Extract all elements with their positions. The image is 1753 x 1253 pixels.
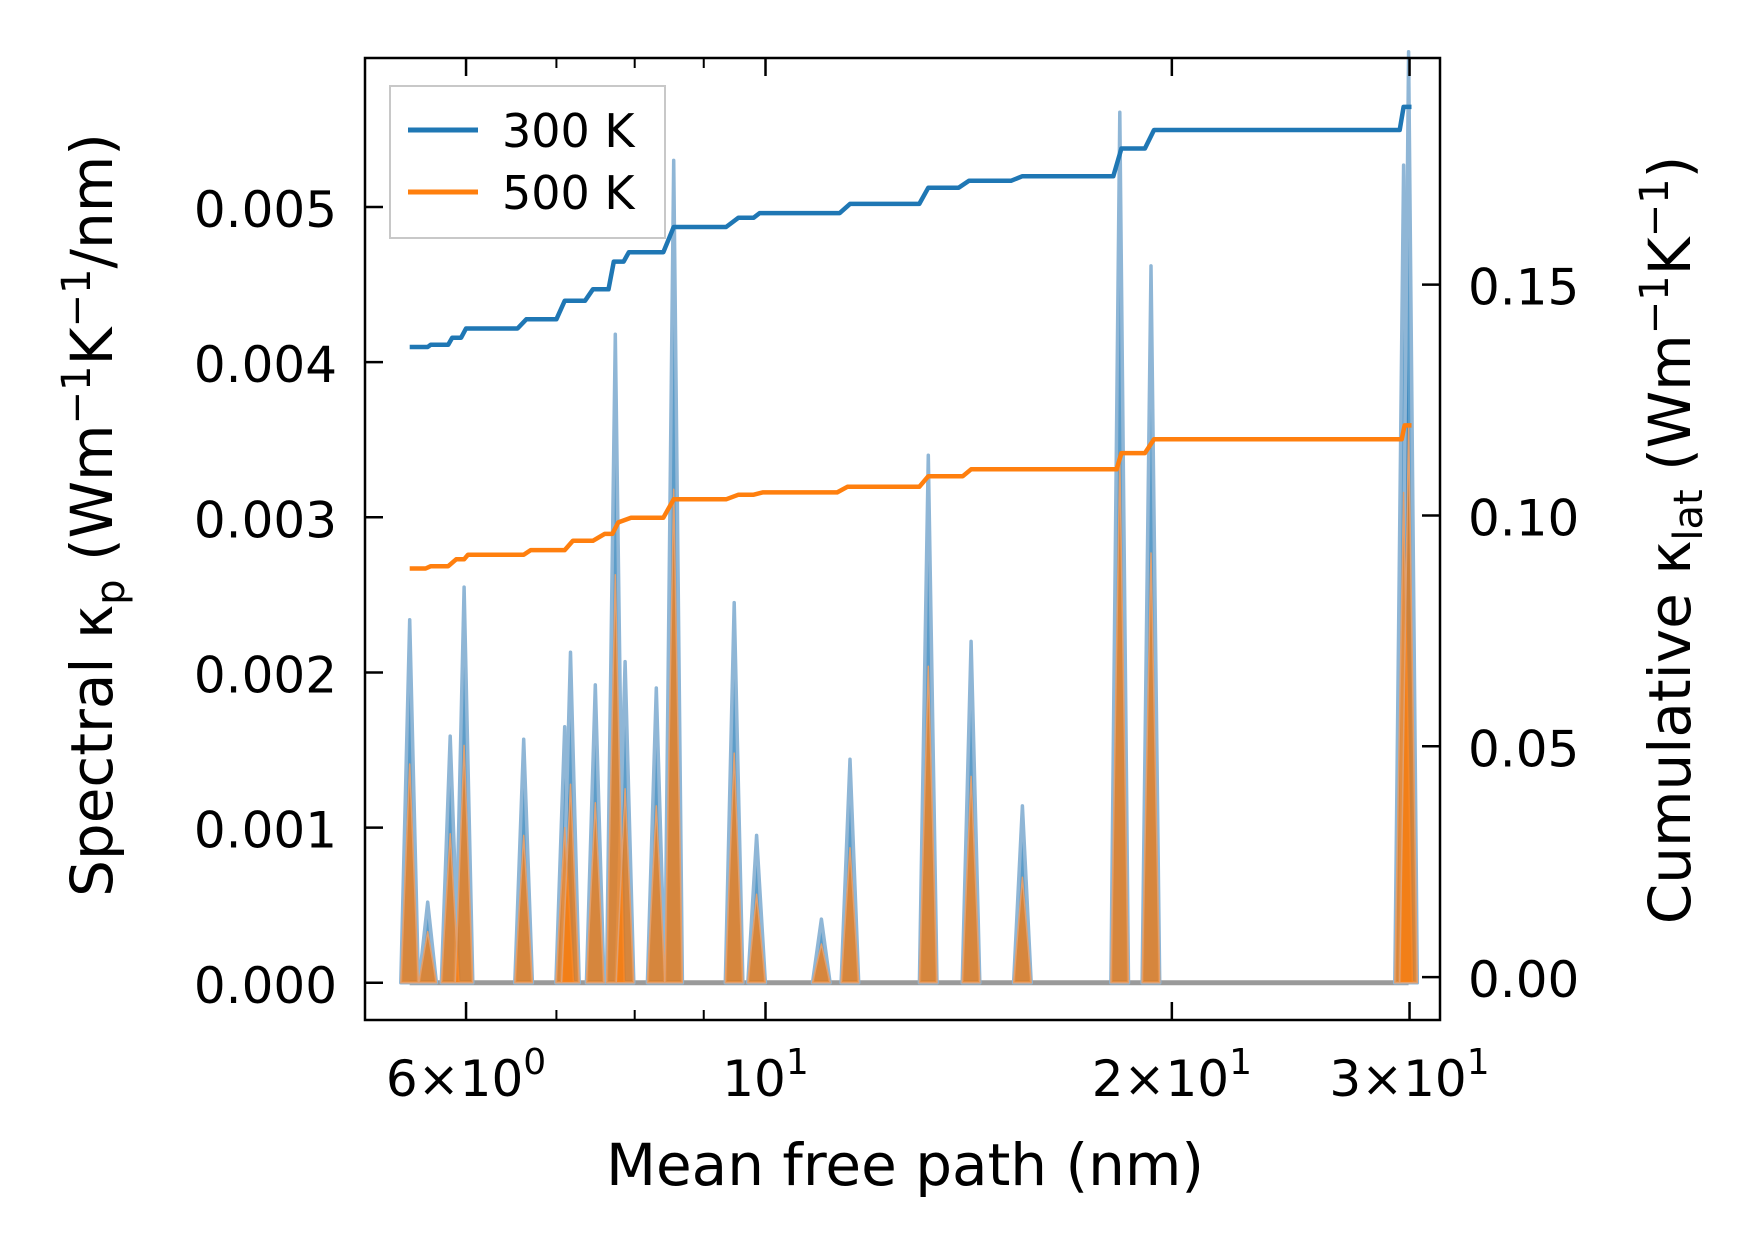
spectral-peak-500k-3 — [454, 744, 474, 984]
right-y-tick-label: 0.10 — [1468, 489, 1579, 547]
spectral-peak-500k-15 — [840, 847, 860, 984]
spectral-peak-500k-6 — [560, 783, 580, 984]
left-y-tick-label: 0.003 — [194, 491, 337, 549]
left-y-tick-label: 0.001 — [194, 802, 337, 860]
x-tick-label: 3×101 — [1329, 1042, 1489, 1108]
legend: 300 K 500 K — [389, 85, 666, 239]
axes-frame — [363, 56, 1442, 1022]
legend-label: 300 K — [502, 104, 636, 158]
left-y-tick-label: 0.002 — [194, 646, 337, 704]
spectral-peak-500k-19 — [1110, 459, 1130, 984]
right-y-axis-label: Cumulative κlat (Wm−1K−1) — [1632, 156, 1712, 925]
plot-area — [399, 50, 1420, 986]
spectral-peak-500k-7 — [585, 802, 605, 984]
spectral-peak-500k-16 — [918, 665, 938, 984]
spectral-peak-500k-17 — [961, 775, 981, 984]
right-y-tick-label: 0.15 — [1468, 259, 1579, 317]
spectral-peak-500k-12 — [724, 752, 744, 984]
right-y-tick-label: 0.05 — [1468, 720, 1579, 778]
x-tick-label: 101 — [722, 1042, 809, 1108]
spectral-peak-500k-11 — [664, 488, 684, 984]
spectral-peak-500k-22 — [1398, 423, 1419, 984]
left-y-tick-label: 0.000 — [194, 957, 337, 1015]
x-tick-label: 2×101 — [1092, 1042, 1252, 1108]
left-y-axis-label: Spectral κp (Wm−1K−1/nm) — [54, 133, 134, 897]
left-y-tick-label: 0.005 — [194, 181, 337, 239]
spectral-peak-500k-2 — [440, 833, 460, 984]
spectral-peak-500k-9 — [615, 788, 635, 984]
spectral-peak-500k-4 — [514, 834, 534, 984]
axes: 0.000 0.001 0.002 0.003 0.004 0.005 0.00 0.05 0.… — [194, 56, 1579, 1108]
spectral-peak-500k-20 — [1141, 552, 1161, 984]
spectral-peak-500k-13 — [747, 893, 767, 984]
spectral-peak-500k-0 — [400, 763, 420, 984]
legend-label: 500 K — [502, 166, 636, 220]
left-y-tick-label: 0.004 — [194, 336, 337, 394]
spectral-peak-500k-8 — [605, 573, 625, 984]
legend-box — [389, 85, 666, 239]
spectral-peak-500k-18 — [1012, 876, 1032, 984]
x-tick-label: 6×100 — [386, 1042, 546, 1108]
spectral-peak-500k-14 — [811, 943, 831, 984]
spectral-peak-500k-10 — [646, 805, 666, 984]
cumulative-line-300k — [409, 104, 1412, 350]
right-y-tick-label: 0.00 — [1468, 951, 1579, 1009]
x-axis-label: Mean free path (nm) — [606, 1131, 1204, 1199]
spectral-peak-500k-1 — [418, 930, 438, 984]
cumulative-line-500k — [409, 423, 1412, 571]
